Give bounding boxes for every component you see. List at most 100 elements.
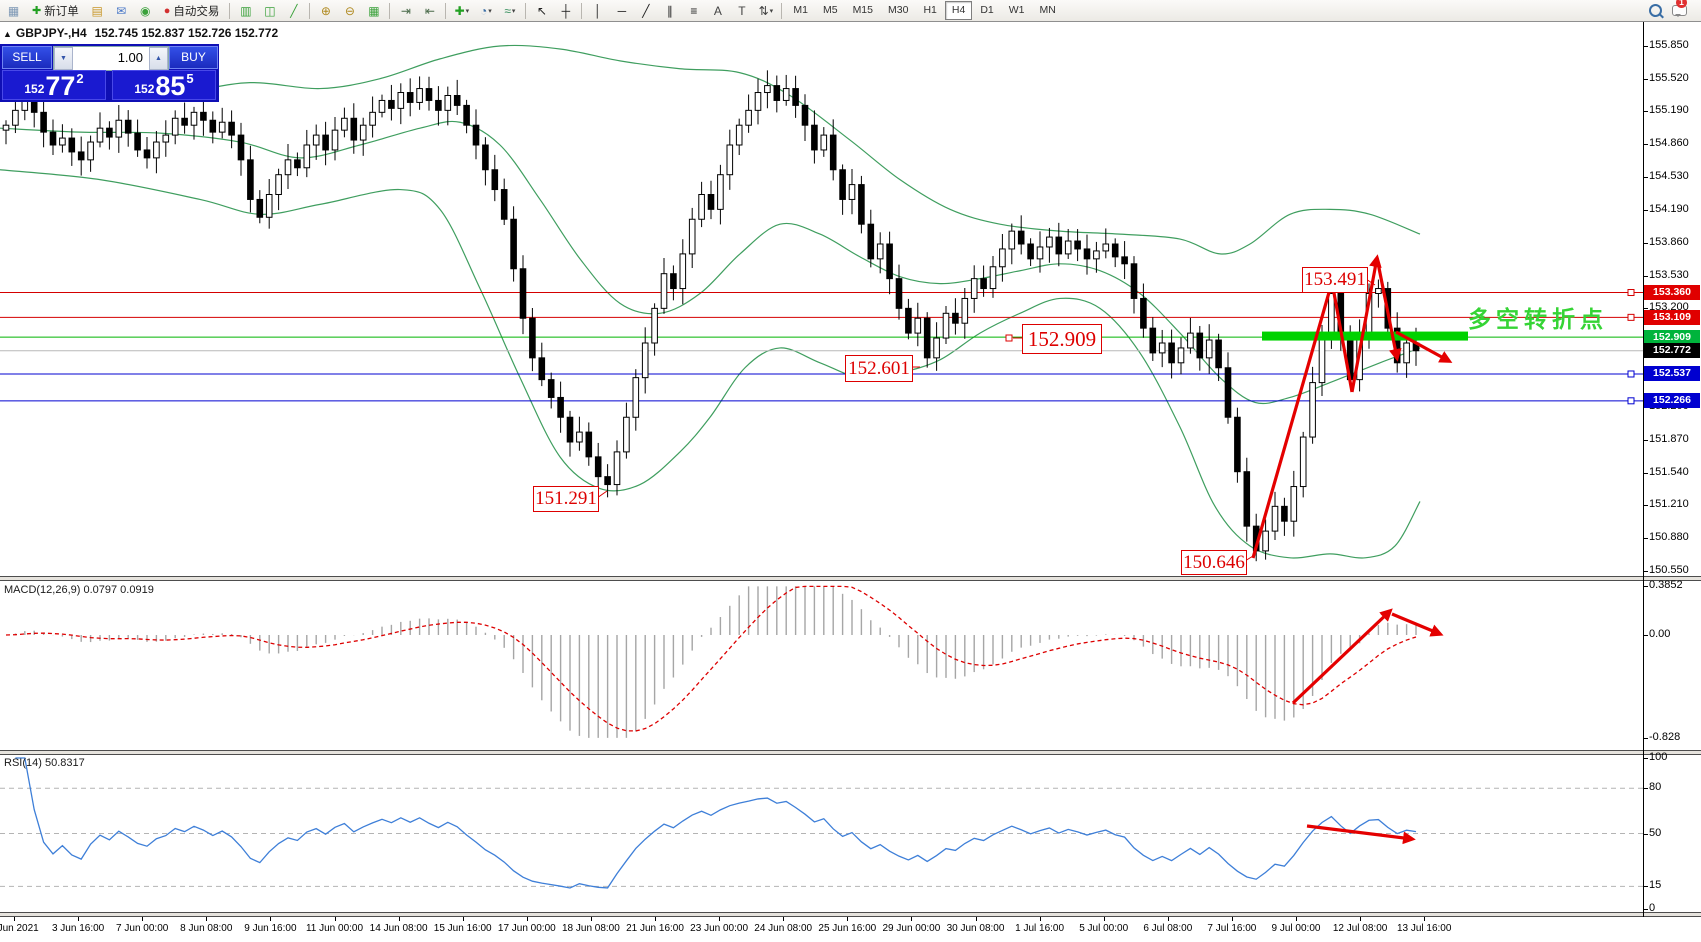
equidistant-channel-icon[interactable]: ∥ [658,1,681,21]
equidistant-channel-icon: ∥ [666,3,673,18]
arrows-icon: ⇅ [758,3,769,18]
signals-icon[interactable]: ◉ [134,1,157,21]
horizontal-line-icon[interactable]: ─ [610,1,633,21]
trend-arrow[interactable] [1395,330,1453,363]
arrows-icon[interactable]: ⇅ ▾ [754,1,777,21]
time-tick [1360,917,1362,921]
line-handle[interactable] [1627,370,1635,378]
zoom-in-icon[interactable]: ⊕ [314,1,337,21]
buy-price-display[interactable]: 152 85 5 [112,70,216,100]
support-highlight-bar[interactable] [1262,331,1468,341]
price-tick: 154.860 [1643,137,1689,149]
community-icon[interactable]: ✉ [110,1,133,21]
collapse-icon[interactable]: ▲ [3,29,12,39]
annotation-bull-bear-turning-point[interactable]: 多空转折点 [1468,306,1608,332]
sell-button[interactable]: SELL [2,46,52,69]
cursor-icon: ↖ [536,3,547,18]
panel-splitter[interactable] [0,750,1701,755]
line-handle[interactable] [1627,397,1635,405]
timeframe-button-m15[interactable]: M15 [852,4,873,16]
buy-price-sup: 5 [186,71,194,86]
timeframe-button-m5[interactable]: M5 [822,4,838,16]
time-label: 1 Jun 2021 [0,923,39,934]
panel-splitter[interactable] [0,576,1701,581]
toolbar-separator [581,2,583,19]
timeframe-button-d1[interactable]: D1 [980,4,994,16]
vertical-line-icon[interactable]: │ [586,1,609,21]
time-label: 30 Jun 08:00 [946,923,1005,934]
bar-chart-icon[interactable]: ▥ [234,1,257,21]
auto-scroll-icon[interactable]: ⇥ [394,1,417,21]
dropdown-caret-icon: ▾ [769,7,774,15]
price-badge: 152.772 [1644,343,1700,359]
price-callout-label[interactable]: 152.909 [1022,324,1102,354]
price-badge: 152.537 [1644,366,1700,382]
line-chart-icon[interactable]: ╱ [282,1,305,21]
line-handle[interactable] [1627,313,1635,321]
fibonacci-icon[interactable]: ≡ [682,1,705,21]
price-tick: 154.190 [1643,203,1689,216]
price-tick: 153.860 [1643,236,1689,248]
time-tick [847,917,849,921]
timeframe-button-w1[interactable]: W1 [1008,4,1025,16]
trend-arrow[interactable] [1306,824,1416,845]
text-label-icon: T [738,3,746,18]
zoom-out-icon[interactable]: ⊖ [338,1,361,21]
volume-increase-button[interactable]: ▲ [149,47,168,70]
timeframe-button-m1[interactable]: M1 [793,4,808,16]
chart-window-icon[interactable]: ▦ [2,1,25,21]
price-tick: 155.190 [1643,104,1689,117]
zoom-in-icon: ⊕ [320,3,331,18]
text-label-icon[interactable]: T [730,1,753,21]
sell-price-display[interactable]: 152 77 2 [2,70,106,100]
chart-shift-icon[interactable]: ⇤ [418,1,441,21]
trend-arrow[interactable] [1251,278,1336,559]
candlestick-chart-icon[interactable]: ◫ [258,1,281,21]
buy-button[interactable]: BUY [169,46,218,69]
quotes-icon[interactable]: ▤ [86,1,109,21]
callout-handle[interactable] [1005,334,1013,342]
price-callout-label[interactable]: 153.491 [1302,267,1368,293]
rsi-label: RSI(14) 50.8317 [4,757,85,769]
time-label: 14 Jun 08:00 [369,923,428,934]
macd-label: MACD(12,26,9) 0.0797 0.0919 [4,584,154,596]
time-label: 29 Jun 00:00 [882,923,941,934]
line-handle[interactable] [1627,289,1635,297]
ohlc-values: 152.745 152.837 152.726 152.772 [94,26,279,40]
timeframe-button-h1[interactable]: H1 [923,4,937,16]
time-tick [1424,917,1426,921]
trend-arrow[interactable] [1330,281,1354,393]
chart-shift-icon: ⇤ [424,3,435,18]
time-label: 11 Jun 00:00 [305,923,364,934]
timeframe-button-h4[interactable]: H4 [944,1,973,20]
new-chart-icon[interactable]: ✚ ▾ [450,1,473,21]
trendline-icon[interactable]: ╱ [634,1,657,21]
cursor-icon[interactable]: ↖ [530,1,553,21]
text-icon[interactable]: A [706,1,729,21]
period-icon[interactable]: ◔ ▾ [474,1,497,21]
indicators-icon[interactable]: ≈ ▾ [498,1,521,21]
volume-decrease-button[interactable]: ▼ [54,47,73,70]
tile-windows-icon[interactable]: ▦ [362,1,385,21]
price-callout-label[interactable]: 150.646 [1181,550,1247,575]
crosshair-icon[interactable]: ┼ [554,1,577,21]
trend-arrow[interactable] [1391,612,1444,637]
sell-price-sup: 2 [76,71,84,86]
price-tick: 154.530 [1643,169,1689,182]
new-order-button[interactable]: ✚ 新订单 [26,1,85,21]
chat-button[interactable]: 1 [1668,0,1691,21]
timeframe-button-mn[interactable]: MN [1039,4,1056,16]
time-tick [1103,917,1105,921]
trend-arrow[interactable] [1291,608,1393,705]
panel-splitter[interactable] [0,912,1701,917]
dropdown-caret-icon: ▾ [488,7,492,15]
trend-arrow[interactable] [1350,254,1382,393]
trend-arrow[interactable] [1375,257,1402,362]
volume-input[interactable]: 1.00 [117,50,143,65]
macd-scale-tick: -0.828 [1642,730,1681,743]
price-callout-label[interactable]: 152.601 [845,355,913,382]
search-button[interactable] [1644,1,1667,21]
timeframe-button-m30[interactable]: M30 [888,4,909,16]
price-callout-label[interactable]: 151.291 [533,486,599,512]
auto-trading-button[interactable]: ● 自动交易 [158,1,226,21]
